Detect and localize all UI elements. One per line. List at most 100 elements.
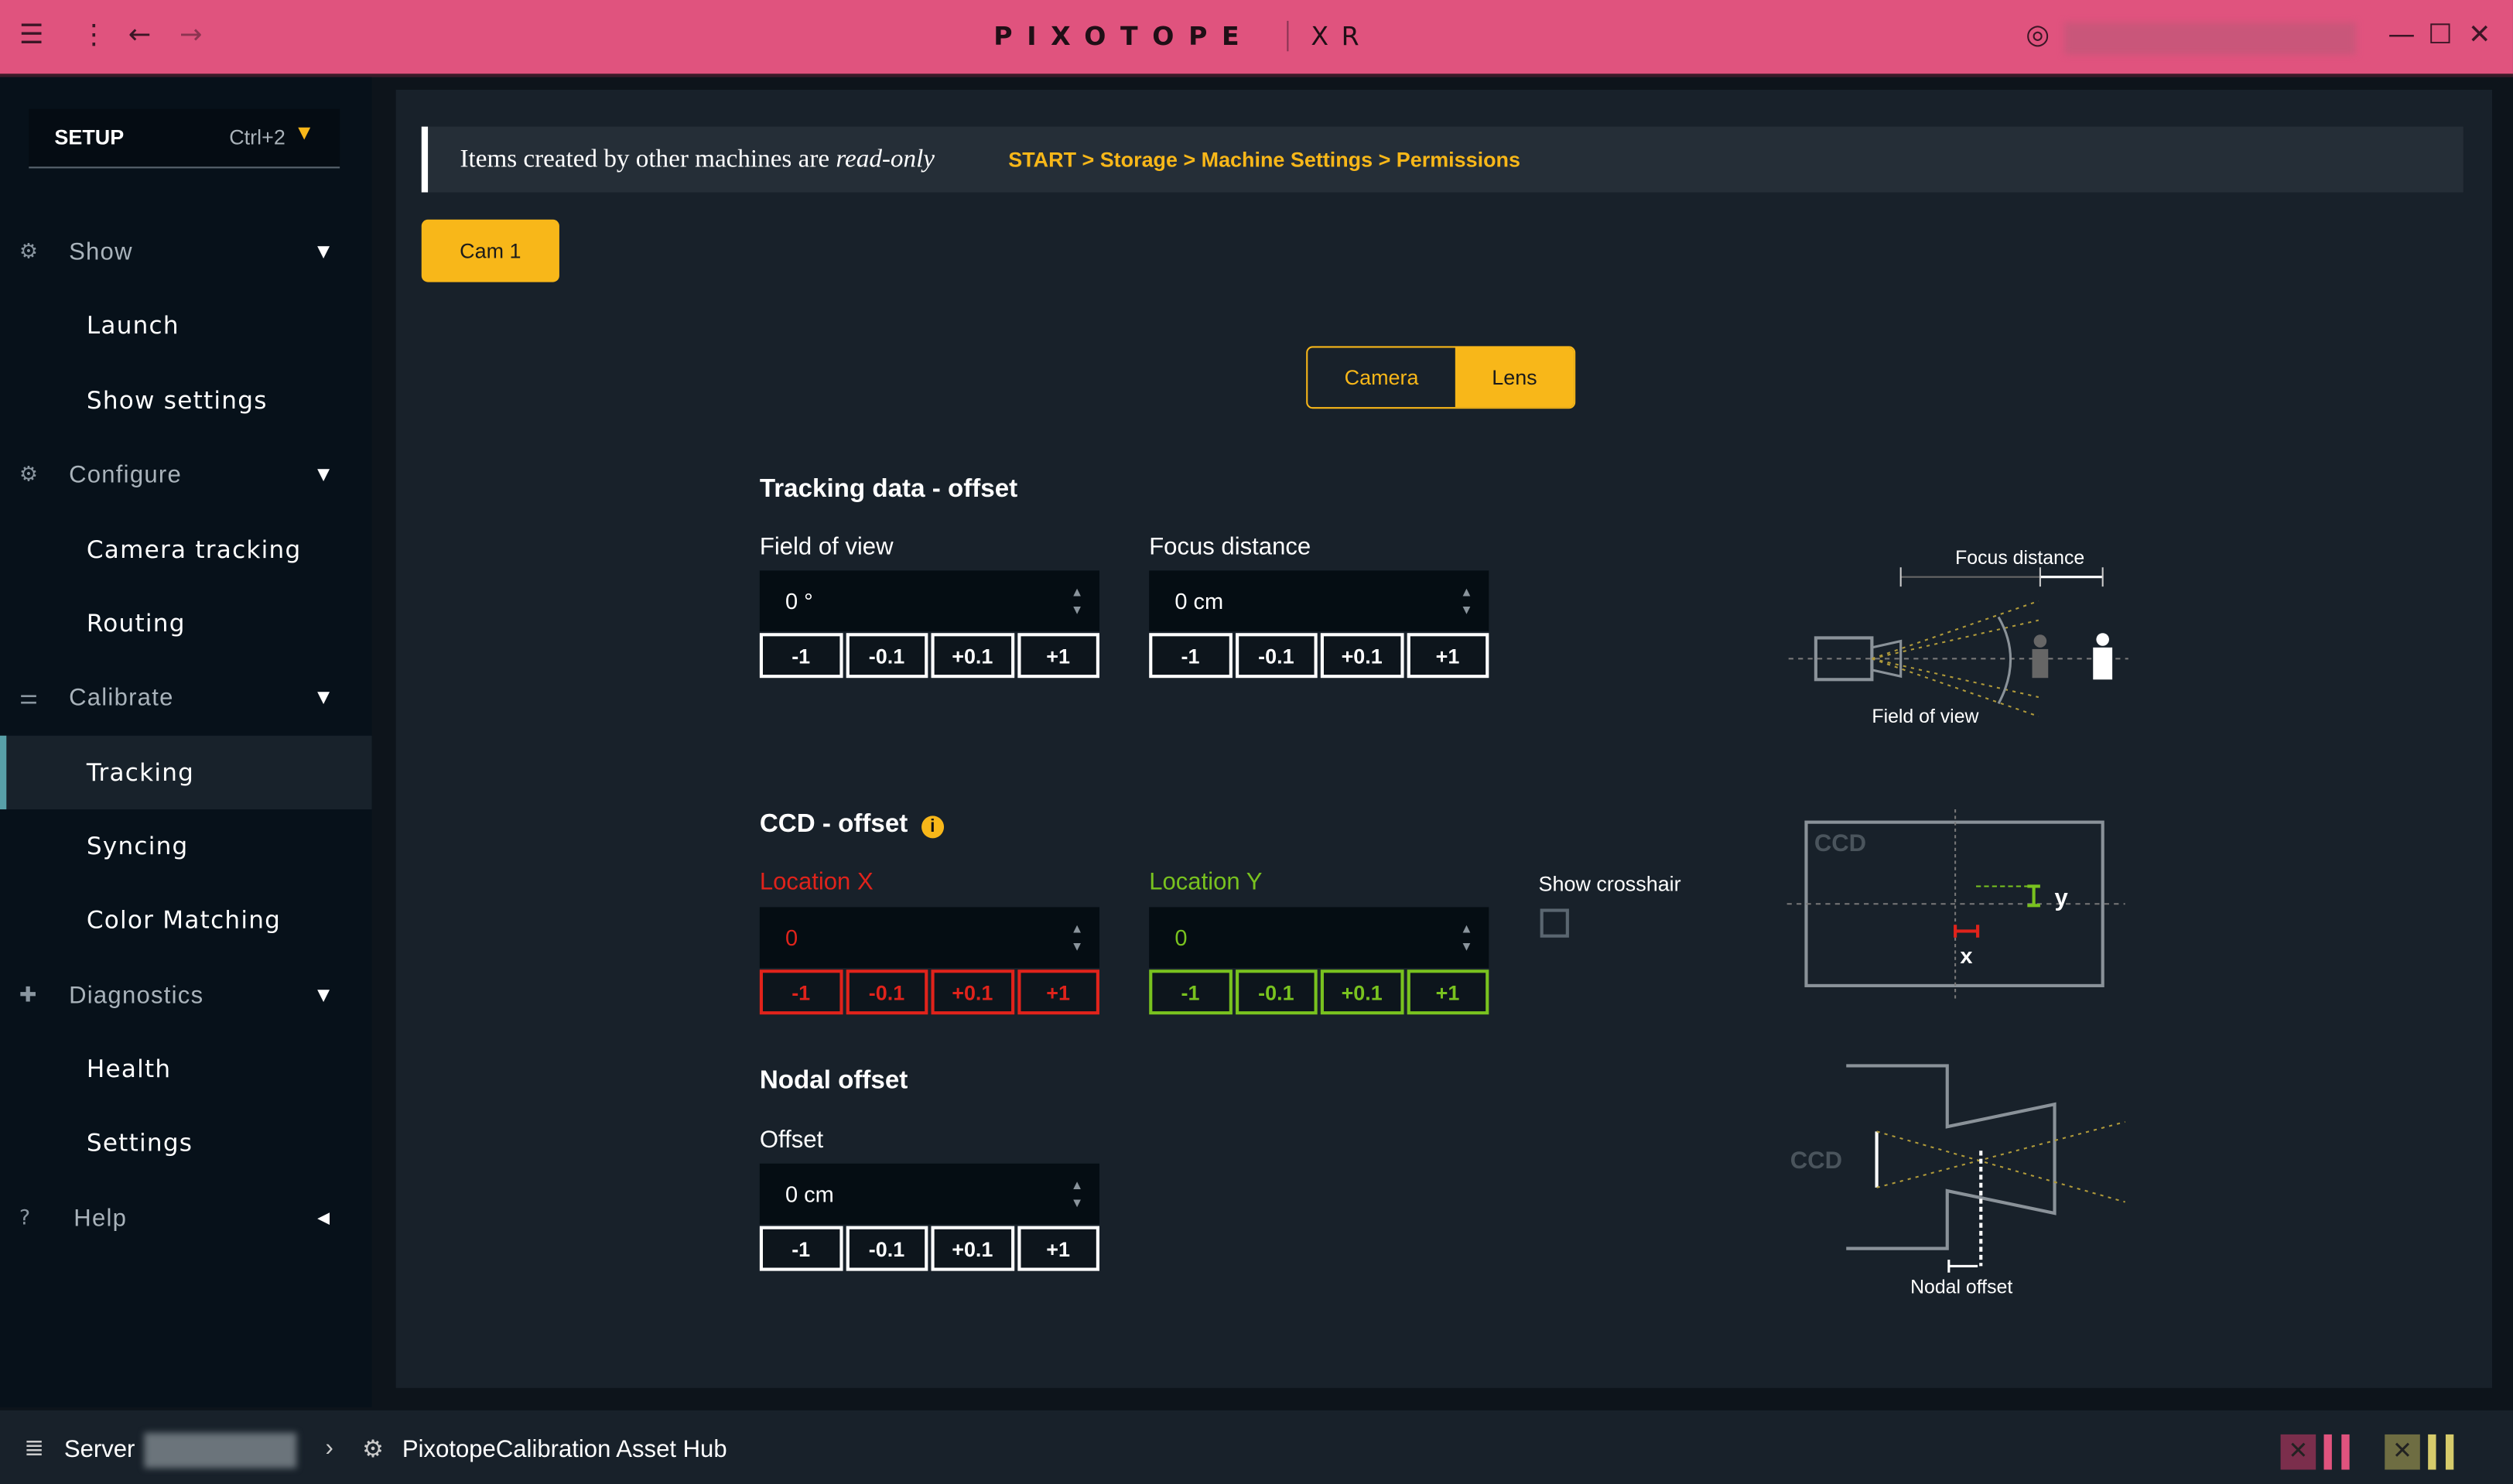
more-vert-icon[interactable]: ⋮ <box>80 19 108 52</box>
location-y-stepper: -1 -0.1 +0.1 +1 <box>1149 969 1489 1015</box>
caret-down-icon: ▼ <box>317 242 331 261</box>
tab-lens[interactable]: Lens <box>1455 347 1574 408</box>
step-minus-0.1[interactable]: -0.1 <box>845 633 928 679</box>
sidebar-item-settings[interactable]: Settings <box>86 1128 193 1157</box>
focus-distance-caption: Focus distance <box>1955 548 2084 569</box>
project-name[interactable]: PixotopeCalibration Asset Hub <box>402 1435 727 1464</box>
step-minus-0.1[interactable]: -0.1 <box>1235 969 1318 1015</box>
spinner-arrows-icon[interactable]: ▲ ▼ <box>1460 922 1473 954</box>
step-plus-1[interactable]: +1 <box>1017 1226 1099 1271</box>
status-indicator-pink: ✕ <box>2280 1434 2316 1470</box>
sidebar-item-color-matching[interactable]: Color Matching <box>86 905 282 935</box>
banner-text: Items created by other machines are <box>460 145 830 173</box>
group-label: Show <box>69 238 133 265</box>
group-label: Diagnostics <box>69 981 204 1009</box>
sidebar-item-show-settings[interactable]: Show settings <box>86 386 268 415</box>
focus-value: 0 cm <box>1174 588 1224 614</box>
sidebar-item-syncing[interactable]: Syncing <box>86 832 189 861</box>
info-icon[interactable]: i <box>921 816 944 839</box>
focus-input[interactable]: 0 cm ▲ ▼ <box>1149 570 1489 632</box>
step-minus-1[interactable]: -1 <box>759 969 843 1015</box>
status-bar-yellow-2 <box>2445 1434 2454 1470</box>
sidebar-group-show[interactable]: ⚙ Show ▼ <box>0 215 372 289</box>
section-title-ccd: CCD - offset i <box>760 811 944 839</box>
step-plus-1[interactable]: +1 <box>1406 969 1489 1015</box>
close-icon[interactable]: ✕ <box>2467 19 2491 52</box>
spinner-arrows-icon[interactable]: ▲ ▼ <box>1070 1178 1084 1210</box>
status-bar-pink-1 <box>2323 1434 2332 1470</box>
chevron-right-icon: › <box>325 1434 333 1462</box>
location-y-input[interactable]: 0 ▲ ▼ <box>1149 907 1489 969</box>
diagnostics-icon: ✚ <box>19 983 38 1007</box>
location-y-value: 0 <box>1174 925 1188 951</box>
location-x-label: Location X <box>759 868 874 896</box>
camera-lens-toggle: Camera Lens <box>1306 346 1576 409</box>
focus-stepper: -1 -0.1 +0.1 +1 <box>1149 633 1489 679</box>
step-plus-0.1[interactable]: +0.1 <box>931 633 1014 679</box>
location-x-input[interactable]: 0 ▲ ▼ <box>759 907 1099 969</box>
sidebar-toggle-icon[interactable]: ☰ <box>19 19 44 52</box>
sidebar-item-health[interactable]: Health <box>86 1054 172 1084</box>
sidebar-group-diagnostics[interactable]: ✚ Diagnostics ▼ <box>0 959 372 1032</box>
sidebar-item-camera-tracking[interactable]: Camera tracking <box>86 535 302 565</box>
step-minus-0.1[interactable]: -0.1 <box>845 969 928 1015</box>
group-label: Help <box>74 1204 128 1232</box>
cam-1-button[interactable]: Cam 1 <box>421 219 559 282</box>
read-only-banner: Items created by other machines are read… <box>421 126 2463 193</box>
spinner-arrows-icon[interactable]: ▲ ▼ <box>1070 585 1084 617</box>
caret-left-icon: ◀ <box>317 1209 331 1227</box>
step-minus-0.1[interactable]: -0.1 <box>845 1226 928 1271</box>
step-minus-1[interactable]: -1 <box>1149 969 1232 1015</box>
step-plus-0.1[interactable]: +0.1 <box>1320 969 1404 1015</box>
step-minus-1[interactable]: -1 <box>759 633 843 679</box>
step-plus-0.1[interactable]: +0.1 <box>931 969 1014 1015</box>
fov-input[interactable]: 0 ° ▲ ▼ <box>759 570 1099 632</box>
user-icon[interactable]: ◎ <box>2026 19 2050 52</box>
sidebar-item-tracking[interactable]: Tracking <box>0 735 372 810</box>
group-label: Configure <box>69 460 183 488</box>
caret-down-icon: ▼ <box>317 986 331 1004</box>
minimize-icon[interactable]: — <box>2388 19 2416 52</box>
step-plus-1[interactable]: +1 <box>1017 969 1099 1015</box>
step-plus-1[interactable]: +1 <box>1406 633 1489 679</box>
step-plus-0.1[interactable]: +0.1 <box>931 1226 1014 1271</box>
step-minus-0.1[interactable]: -0.1 <box>1235 633 1318 679</box>
show-icon: ⚙ <box>19 239 39 264</box>
step-minus-1[interactable]: -1 <box>759 1226 843 1271</box>
maximize-icon[interactable]: ☐ <box>2428 19 2453 52</box>
sidebar-group-help[interactable]: ? Help ◀ <box>0 1181 372 1255</box>
status-bar-pink-2 <box>2341 1434 2350 1470</box>
help-icon: ? <box>19 1205 32 1230</box>
breadcrumb[interactable]: START > Storage > Machine Settings > Per… <box>1008 147 1520 172</box>
spinner-arrows-icon[interactable]: ▲ ▼ <box>1460 585 1473 617</box>
focus-label: Focus distance <box>1149 533 1311 561</box>
server-name-redacted <box>144 1432 297 1469</box>
mode-selector[interactable]: SETUP Ctrl+2 ▼ <box>29 108 340 169</box>
step-minus-1[interactable]: -1 <box>1149 633 1232 679</box>
focus-fov-diagram: Focus distance Field of view <box>1788 548 2128 727</box>
status-bar-yellow-1 <box>2428 1434 2436 1470</box>
server-label: Server <box>63 1435 135 1464</box>
mode-label: SETUP <box>54 125 125 149</box>
back-arrow-icon[interactable]: ← <box>128 19 152 52</box>
step-plus-1[interactable]: +1 <box>1017 633 1099 679</box>
chevron-down-icon: ▼ <box>298 125 311 143</box>
title-bar: ☰ ⋮ ← → PIXOTOPE XR ◎ — ☐ ✕ <box>0 0 2513 77</box>
location-x-value: 0 <box>785 925 798 951</box>
fov-caption: Field of view <box>1872 706 1978 727</box>
fov-label: Field of view <box>759 533 894 561</box>
x-caption: x <box>1960 944 1972 969</box>
sidebar-group-calibrate[interactable]: ⚌ Calibrate ▼ <box>0 660 372 733</box>
tab-camera[interactable]: Camera <box>1344 365 1419 390</box>
sidebar-item-routing[interactable]: Routing <box>86 609 186 638</box>
forward-arrow-icon[interactable]: → <box>179 19 203 52</box>
nodal-offset-input[interactable]: 0 cm ▲ ▼ <box>759 1163 1099 1225</box>
spinner-arrows-icon[interactable]: ▲ ▼ <box>1070 922 1084 954</box>
step-plus-0.1[interactable]: +0.1 <box>1320 633 1404 679</box>
sidebar-item-launch[interactable]: Launch <box>86 310 180 340</box>
sidebar-group-configure[interactable]: ⚙ Configure ▼ <box>0 437 372 511</box>
gear-icon: ⚙ <box>19 462 39 487</box>
crosshair-checkbox[interactable] <box>1540 908 1569 938</box>
app-logo: PIXOTOPE <box>993 20 1254 52</box>
group-label: Calibrate <box>69 683 174 711</box>
